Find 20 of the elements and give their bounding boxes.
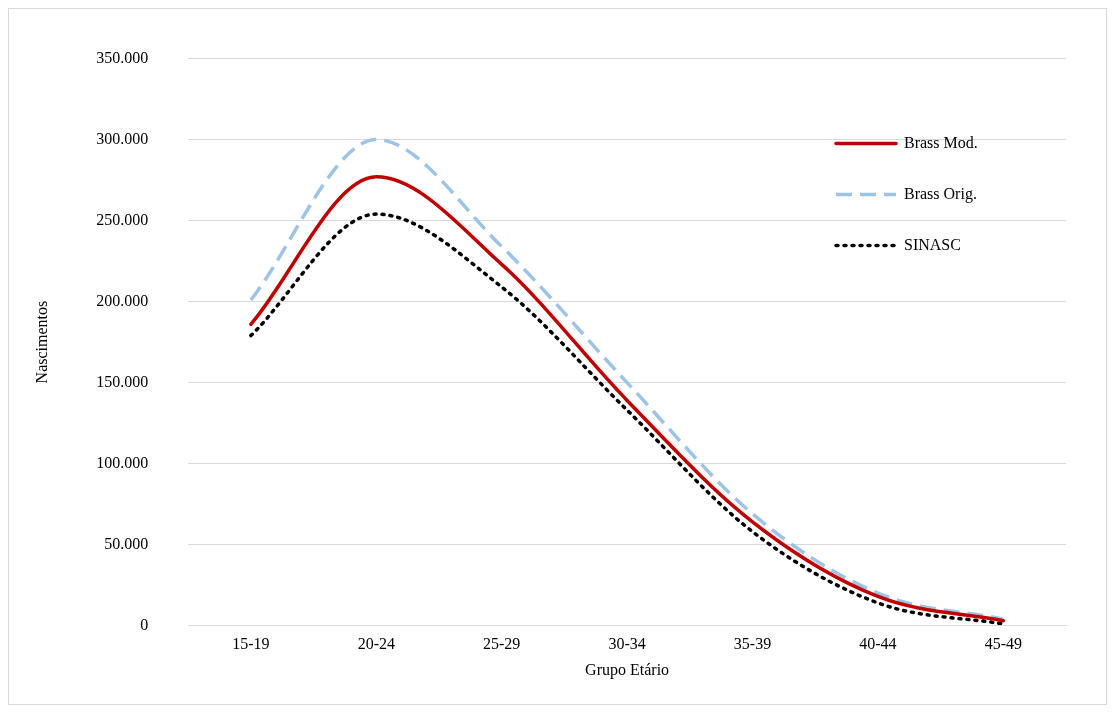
y-tick-label: 0: [140, 615, 149, 633]
legend-label: Brass Orig.: [904, 184, 977, 203]
y-tick-label: 50.000: [104, 534, 149, 552]
x-tick-label: 15-19: [232, 635, 270, 653]
x-tick-label: 30-34: [608, 635, 646, 653]
x-tick-label: 40-44: [859, 635, 897, 653]
y-tick-label: 100.000: [96, 453, 149, 471]
legend-label: SINASC: [904, 235, 961, 253]
y-tick-label: 350.000: [96, 48, 149, 66]
x-tick-label: 45-49: [984, 635, 1022, 653]
y-axis-title: Nascimentos: [32, 300, 50, 384]
y-tick-label: 150.000: [96, 372, 149, 390]
y-tick-label: 200.000: [96, 291, 149, 309]
x-tick-label: 35-39: [733, 635, 772, 653]
y-tick-label: 250.000: [96, 210, 149, 228]
y-tick-label: 300.000: [96, 129, 149, 147]
x-tick-label: 20-24: [357, 635, 395, 653]
x-axis-title: Grupo Etário: [585, 660, 670, 679]
legend-label: Brass Mod.: [904, 133, 978, 151]
x-tick-label: 25-29: [483, 635, 521, 653]
